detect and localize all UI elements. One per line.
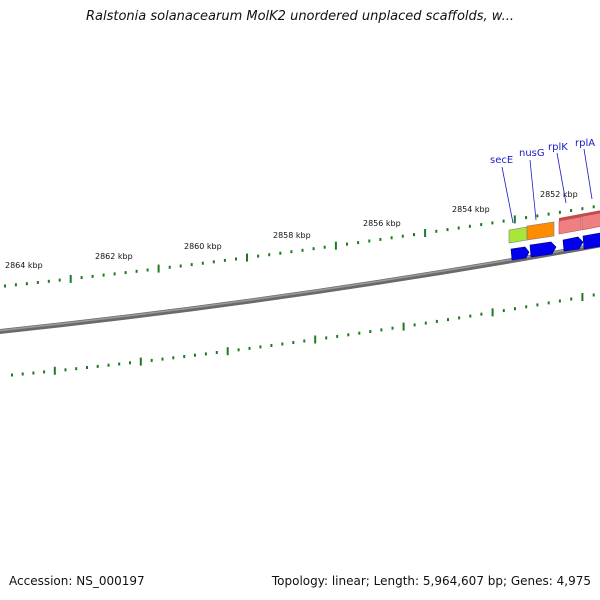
ruler-label: 2860 kbp xyxy=(184,242,222,251)
inner-tick-ring xyxy=(11,293,595,377)
map-title: Ralstonia solanacearum MolK2 unordered u… xyxy=(85,9,514,24)
cds-arrow-nusG[interactable] xyxy=(529,241,557,258)
ruler-label: 2864 kbp xyxy=(5,261,43,270)
genome-backbone-highlight xyxy=(0,243,600,332)
gene-labels: secE nusG rplK rplA xyxy=(490,138,595,224)
leader-line xyxy=(529,159,537,221)
gene-feature-nusG[interactable] xyxy=(526,221,555,241)
ruler-label: 2852 kbp xyxy=(540,190,578,199)
accession-label: Accession: NS_000197 xyxy=(9,574,145,588)
cds-arrow-rplK[interactable] xyxy=(562,236,584,252)
ruler-label: 2862 kbp xyxy=(95,252,133,261)
gene-label-rplA[interactable]: rplA xyxy=(575,138,595,149)
ruler-label: 2856 kbp xyxy=(363,219,401,228)
gene-feature-secE[interactable] xyxy=(508,226,528,244)
gene-label-secE[interactable]: secE xyxy=(490,155,513,166)
cds-arrow-rplA[interactable] xyxy=(582,232,600,250)
cds-arrow-secE[interactable] xyxy=(510,246,530,261)
map-summary: Topology: linear; Length: 5,964,607 bp; … xyxy=(271,574,591,588)
leader-line xyxy=(556,152,567,204)
ruler-label: 2854 kbp xyxy=(452,205,490,214)
gene-feature-rplK[interactable] xyxy=(558,216,582,235)
cds-track xyxy=(510,232,600,261)
genome-backbone xyxy=(0,242,600,334)
gene-label-rplK[interactable]: rplK xyxy=(548,142,568,153)
leader-line xyxy=(501,166,514,224)
gene-track xyxy=(508,210,600,244)
gene-feature-overlap xyxy=(559,210,600,221)
gene-label-nusG[interactable]: nusG xyxy=(519,148,545,159)
coordinate-ruler xyxy=(4,205,595,288)
ruler-label: 2858 kbp xyxy=(273,231,311,240)
leader-line xyxy=(583,148,593,200)
